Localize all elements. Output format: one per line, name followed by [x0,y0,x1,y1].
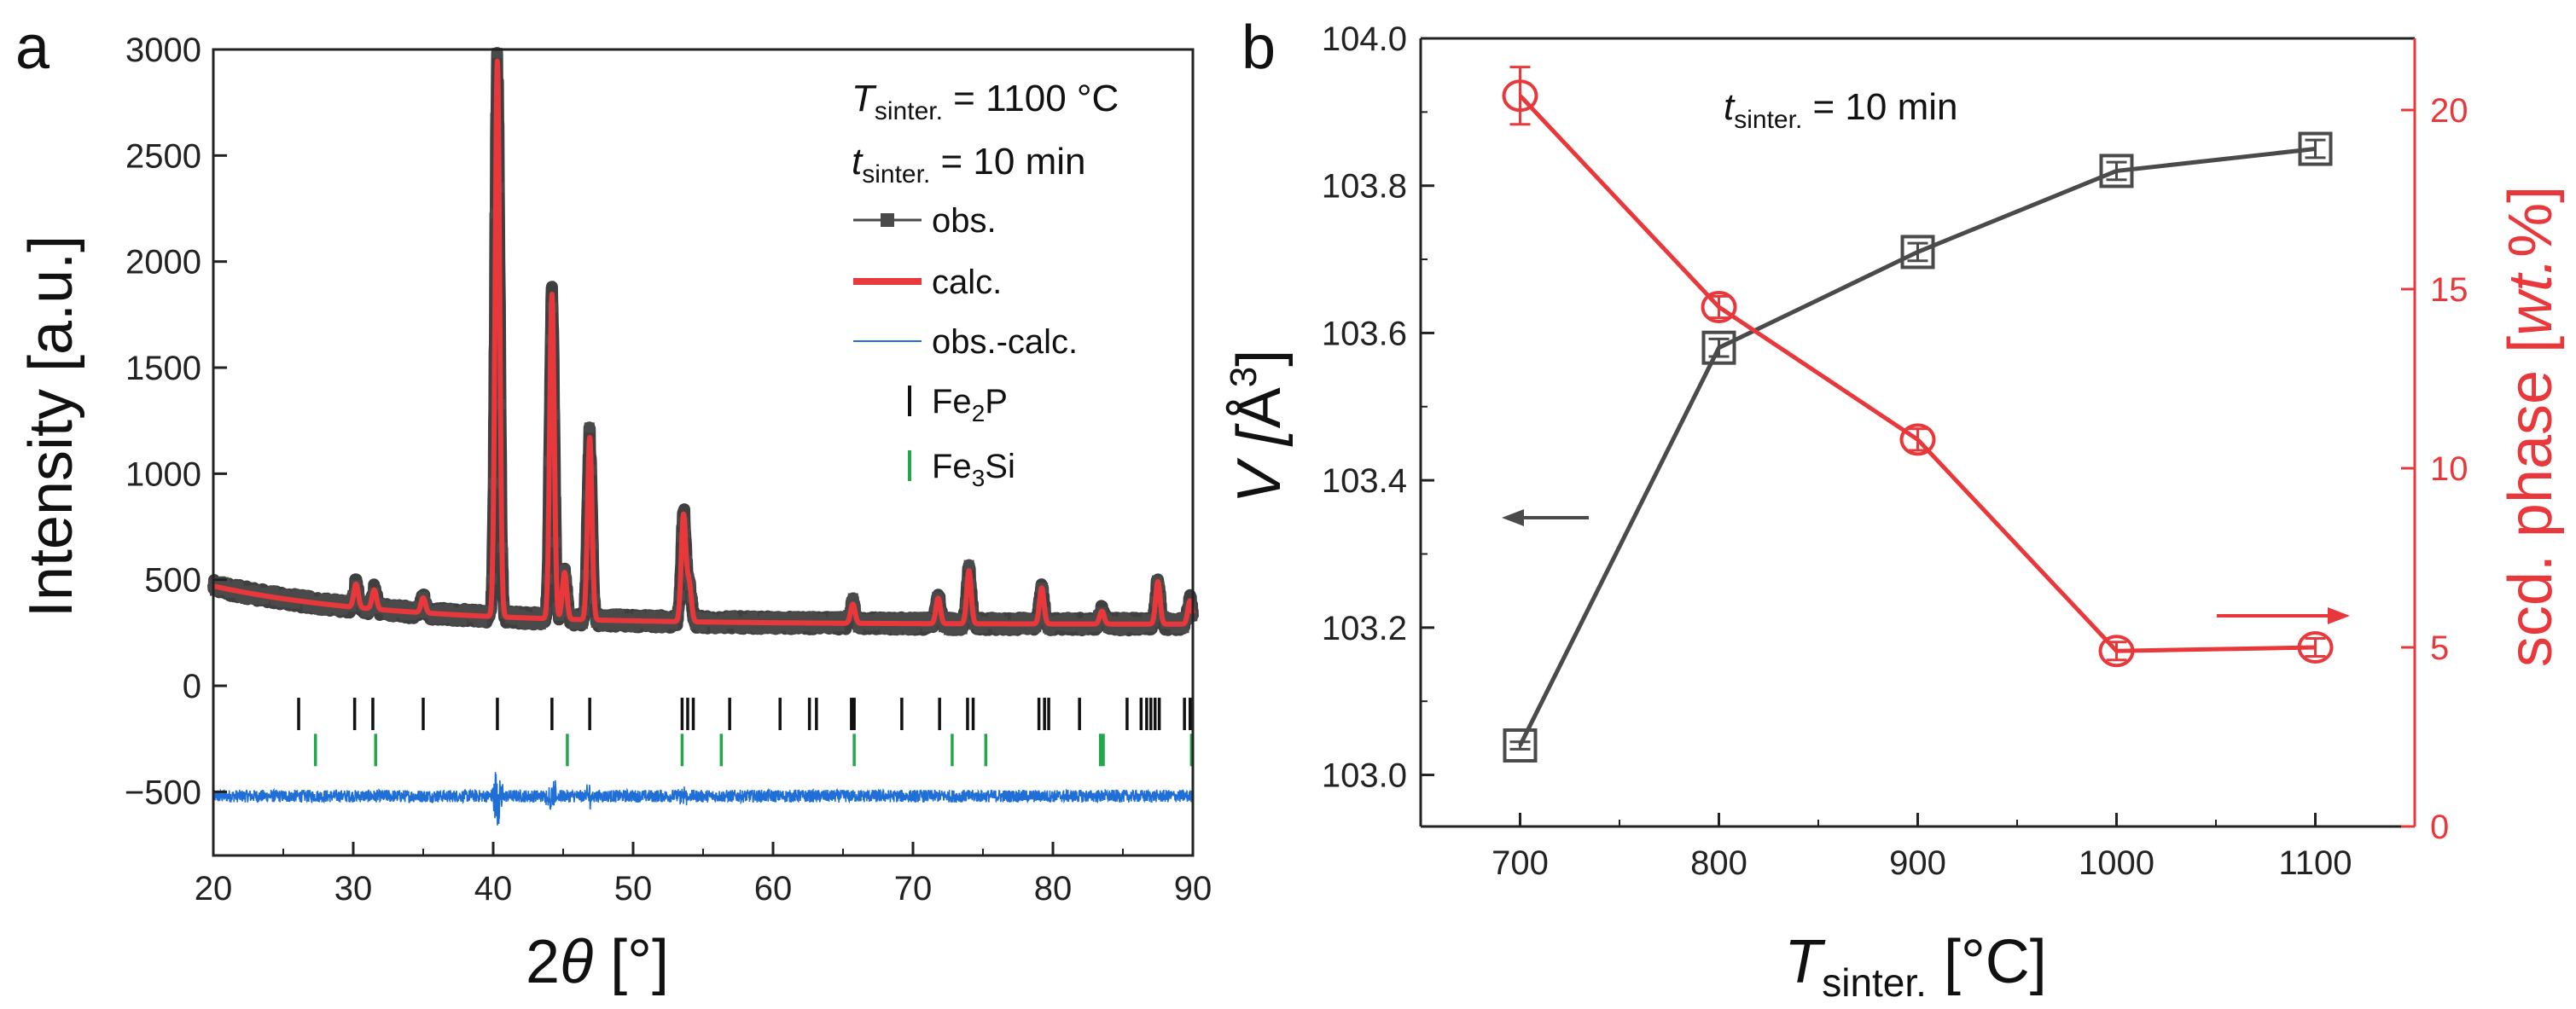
difference-curve [212,772,1194,826]
left-axis-arrow [1502,509,1589,526]
panel-a-x-tick-label: 60 [754,870,793,908]
legend-obs-marker [881,213,894,227]
sinter-time-annotation: tsinter. = 10 min [852,141,1086,188]
volume-data-point [1900,235,1935,270]
volume-data-point [1701,330,1736,365]
sinter-temp-annotation: Tsinter. = 1100 °C [852,78,1119,125]
legend-obs-label: obs. [932,202,997,240]
secondary-phase-data-point [2098,635,2135,668]
legend-calc-label: calc. [932,264,1002,301]
panel-b-x-tick-label: 1000 [2079,844,2154,882]
panel-b-left-y-tick-label: 103.6 [1322,315,1407,352]
secondary-phase-data-point [1701,291,1737,323]
panel-b-right-y-tick-label: 15 [2430,271,2468,309]
panel-b-right-y-tick-label: 20 [2430,92,2468,130]
panel-b-left-y-tick-label: 103.0 [1322,757,1407,795]
volume-data-point [2298,131,2333,166]
panel-a-x-tick-label: 40 [474,870,513,908]
panel-b-label: b [1241,14,1276,82]
legend-fe2p-label: Fe2P [932,383,1008,426]
panel-a-x-tick-label: 30 [334,870,373,908]
panel-a-x-tick-label: 80 [1034,870,1073,908]
panel-b-right-y-tick-label: 5 [2430,629,2449,667]
panel-b-x-tick-label: 1100 [2278,844,2352,882]
secondary-phase-series-line [1518,94,2316,653]
volume-data-point [2099,154,2134,188]
panel-b-x-axis-label: Tsinter. [°C] [1784,928,2047,1005]
panel-b-left-y-tick-label: 103.4 [1322,462,1407,500]
panel-b-sinter-time-annotation: tsinter. = 10 min [1724,86,1958,134]
volume-data-point [1503,728,1538,763]
panel-a-y-tick-label: 3000 [125,32,201,69]
panel-a-plot-area [207,47,1199,826]
panel-a-y-tick-label: 2500 [125,137,201,175]
panel-b-x-tick-label: 700 [1492,844,1549,882]
panel-a-legend: obs. calc. obs.-calc. Fe2P Fe3Si [853,202,1078,491]
panel-b-x-tick-label: 800 [1690,844,1747,882]
panel-b-left-y-tick-label: 103.2 [1322,610,1407,647]
panel-a-annotations: Tsinter. = 1100 °C tsinter. = 10 min [852,78,1119,188]
panel-a-y-axis-label: Intensity [a.u.] [17,235,85,618]
panel-a-label: a [15,14,50,82]
observed-point [963,560,974,571]
secondary-phase-data-point [2297,631,2334,664]
panel-b-left-y-axis-label: V [Å3] [1223,350,1294,504]
panel-a-axes: 20 30 40 50 60 70 80 90 −500 0 500 1000 1500 2000 2500… [125,32,1212,908]
panel-a-y-tick-label: 500 [144,562,201,600]
panel-b-left-y-tick-label: 103.8 [1322,168,1407,206]
panel-b-right-y-axis-label: scd. phase [wt.%] [2497,186,2565,667]
panel-a-y-tick-label: 2000 [125,244,201,281]
panel-b: b 700 800 900 1000 1100 103.0 103.2 103.4 103.6 1… [1223,14,2565,1005]
panel-b-right-y-tick-label: 10 [2430,450,2468,488]
panel-a-y-tick-label: 1500 [125,350,201,387]
panel-b-right-y-tick-label: 0 [2430,809,2449,846]
observed-point [957,623,968,635]
panel-b-left-y-tick-label: 104.0 [1322,20,1407,58]
calculated-pattern [211,58,1195,627]
right-axis-arrow [2217,607,2350,624]
panel-b-plot-area [1502,66,2334,763]
panel-a-x-tick-label: 90 [1174,870,1212,908]
panel-a-x-tick-label: 50 [614,870,653,908]
panel-a-x-tick-label: 70 [894,870,933,908]
panel-a-x-tick-label: 20 [195,870,233,908]
panel-a-x-axis-label: 2θ [°] [526,928,669,996]
panel-a-y-tick-label: −500 [125,774,201,811]
panel-b-x-tick-label: 900 [1889,844,1946,882]
panel-b-axes: 700 800 900 1000 1100 103.0 103.2 103.4 103.6 103… [1322,20,2468,882]
secondary-phase-data-point [1899,423,1936,456]
panel-a-y-tick-label: 0 [183,668,201,705]
panel-a: a 20 30 40 50 60 70 80 90 −500 0 500 1000 1500 2000 25… [15,14,1212,996]
legend-fe3si-label: Fe3Si [932,448,1015,491]
secondary-phase-data-point [1502,79,1538,113]
legend-diff-label: obs.-calc. [932,323,1078,361]
observed-point [584,422,595,433]
panel-a-y-tick-label: 1000 [125,455,201,493]
